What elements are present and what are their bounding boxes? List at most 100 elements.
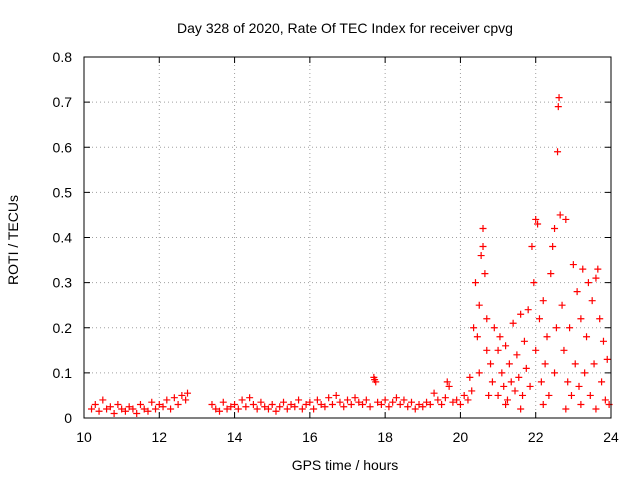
data-point — [227, 403, 235, 411]
data-point — [464, 396, 472, 404]
data-point — [564, 378, 572, 386]
x-tick-label: 14 — [227, 429, 243, 445]
data-point — [590, 360, 598, 368]
data-point — [121, 407, 129, 415]
data-point — [517, 405, 525, 413]
data-point — [216, 407, 224, 415]
data-point — [475, 301, 483, 309]
x-axis-label: GPS time / hours — [292, 457, 399, 473]
data-point — [481, 270, 489, 278]
data-point — [485, 391, 493, 399]
data-point — [466, 373, 474, 381]
plot-frame — [83, 56, 612, 419]
data-point — [554, 148, 562, 156]
data-point — [389, 398, 397, 406]
data-point — [426, 400, 434, 408]
data-point — [575, 382, 583, 390]
data-point — [377, 400, 385, 408]
data-point — [163, 396, 171, 404]
data-point — [321, 403, 329, 411]
data-point — [332, 391, 340, 399]
data-point — [407, 398, 415, 406]
data-point — [438, 400, 446, 408]
data-point — [592, 405, 600, 413]
data-point — [573, 288, 581, 296]
data-point — [511, 387, 519, 395]
data-point — [526, 382, 534, 390]
data-point — [170, 394, 178, 402]
data-point — [423, 398, 431, 406]
data-point — [479, 224, 487, 232]
y-tick-label: 0.1 — [53, 365, 73, 381]
data-point — [106, 403, 114, 411]
data-point — [581, 369, 589, 377]
data-point — [404, 403, 412, 411]
data-point — [532, 346, 540, 354]
data-point — [555, 94, 563, 102]
data-point — [567, 391, 575, 399]
data-point — [118, 405, 126, 413]
data-point — [509, 319, 517, 327]
data-point — [366, 403, 374, 411]
data-point — [556, 211, 564, 219]
data-point — [114, 400, 122, 408]
x-tick-label: 18 — [377, 429, 393, 445]
data-point — [549, 243, 557, 251]
data-point — [513, 351, 521, 359]
data-point — [475, 369, 483, 377]
data-point — [603, 355, 611, 363]
data-point — [246, 394, 254, 402]
data-point — [599, 337, 607, 345]
data-point — [520, 337, 528, 345]
data-point — [496, 333, 504, 341]
data-point — [295, 396, 303, 404]
data-point — [547, 270, 555, 278]
data-point — [159, 403, 167, 411]
data-point — [174, 400, 182, 408]
data-point — [430, 389, 438, 397]
data-point — [443, 378, 451, 386]
data-point — [208, 400, 216, 408]
data-point — [449, 398, 457, 406]
y-tick-labels: 0 0.1 0.2 0.3 0.4 0.5 0.6 0.7 0.8 — [53, 49, 73, 426]
data-point — [494, 346, 502, 354]
x-tick-label: 10 — [76, 429, 92, 445]
data-point — [110, 409, 118, 417]
data-point — [532, 215, 540, 223]
data-point — [473, 333, 481, 341]
data-point — [528, 243, 536, 251]
x-tick-label: 16 — [302, 429, 318, 445]
y-tick-label: 0.3 — [53, 275, 73, 291]
data-point — [507, 378, 515, 386]
data-point — [522, 364, 530, 372]
data-point — [460, 391, 468, 399]
data-point — [502, 400, 510, 408]
data-point — [328, 400, 336, 408]
data-point — [539, 297, 547, 305]
data-point — [374, 398, 382, 406]
data-point — [456, 400, 464, 408]
data-point — [231, 400, 239, 408]
data-point — [140, 405, 148, 413]
data-point — [223, 405, 231, 413]
data-point — [249, 400, 257, 408]
data-point — [238, 396, 246, 404]
data-point — [88, 405, 96, 413]
data-point — [592, 274, 600, 282]
data-point — [577, 400, 585, 408]
data-point — [577, 315, 585, 323]
data-point — [362, 396, 370, 404]
data-point — [483, 346, 491, 354]
data-point — [545, 391, 553, 399]
data-point — [471, 279, 479, 287]
grid-lines — [84, 57, 611, 418]
data-point — [569, 261, 577, 269]
data-point — [95, 407, 103, 415]
data-point — [359, 400, 367, 408]
data-point — [415, 400, 423, 408]
data-point — [541, 360, 549, 368]
data-point — [535, 315, 543, 323]
data-point — [381, 396, 389, 404]
data-point — [605, 400, 613, 408]
data-point — [396, 400, 404, 408]
